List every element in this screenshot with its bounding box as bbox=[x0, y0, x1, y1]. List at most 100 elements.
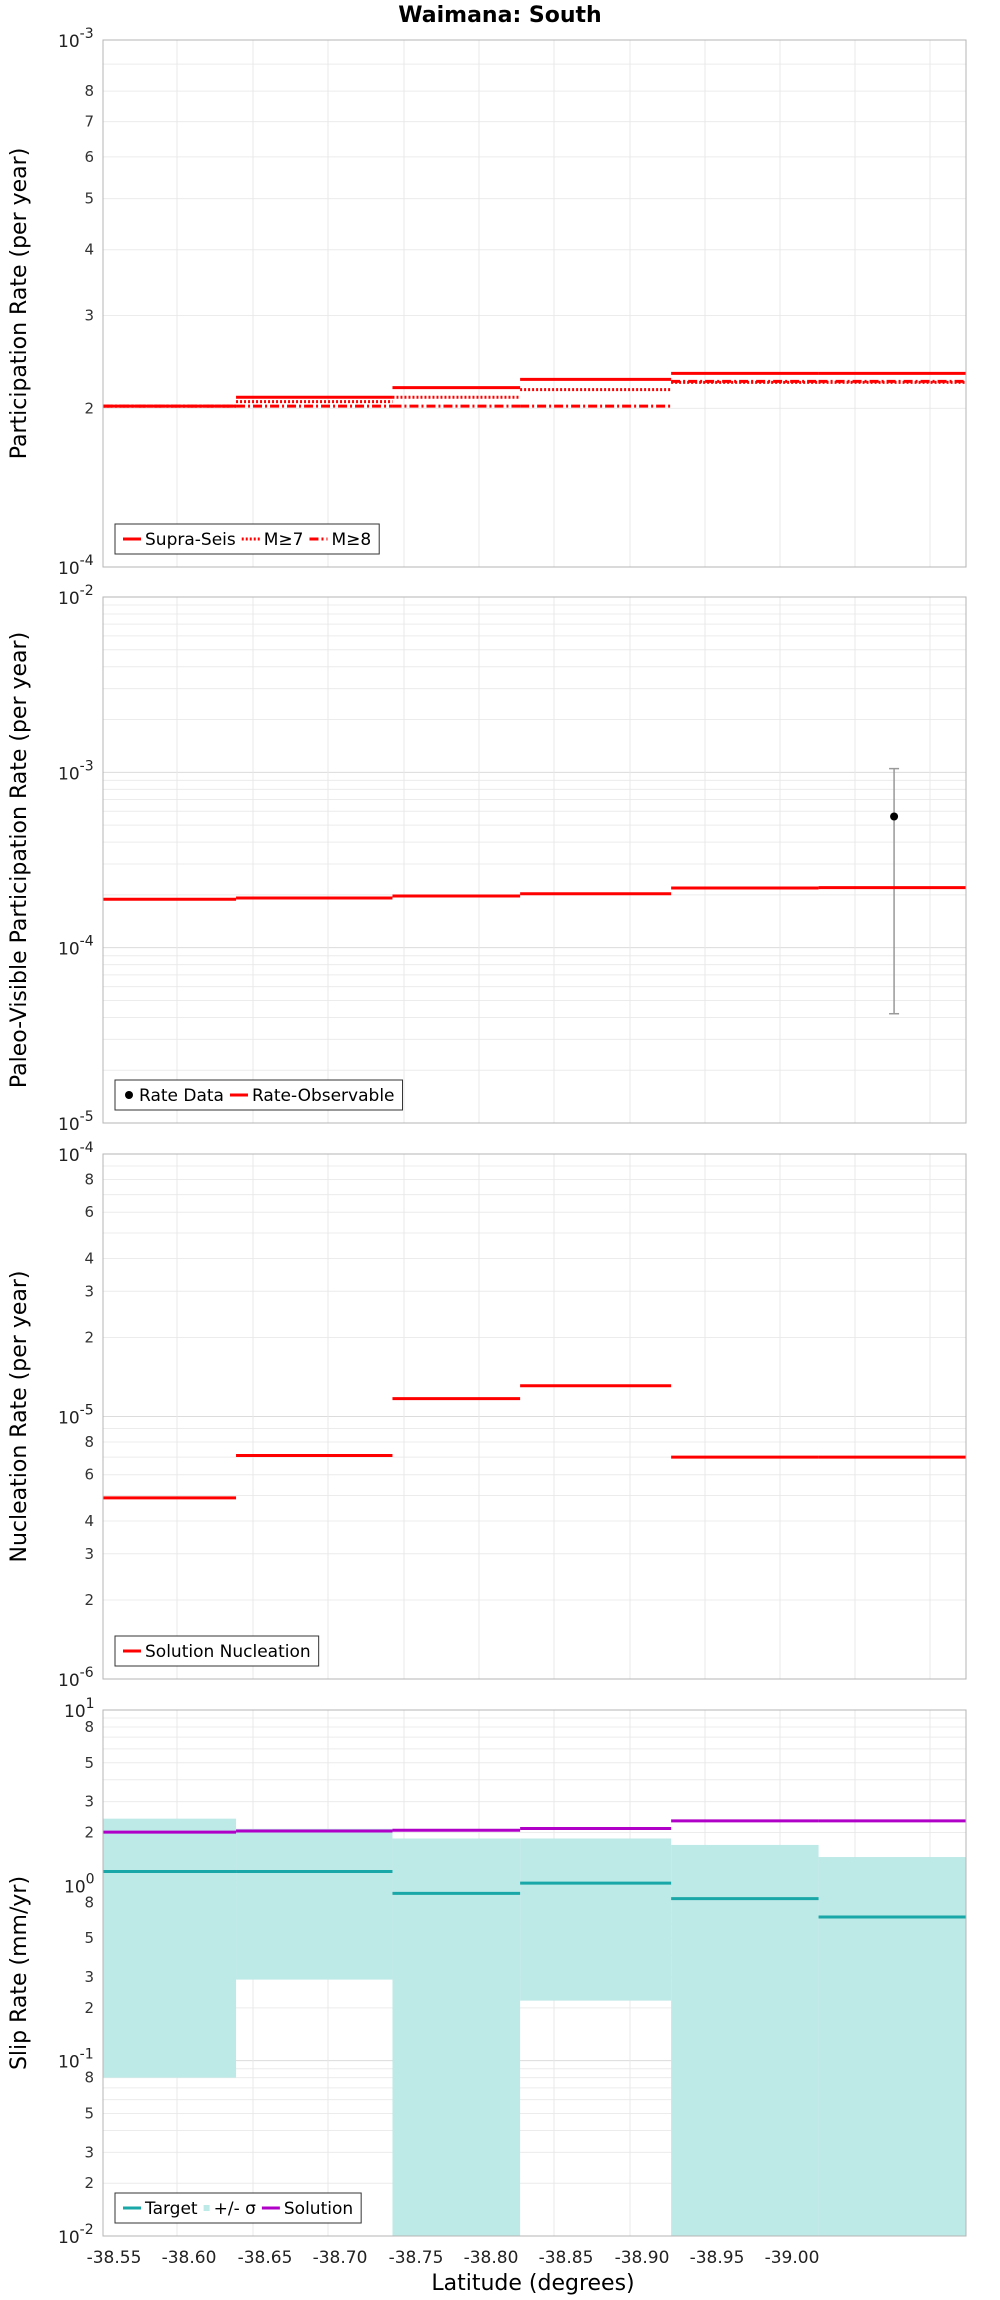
legend-label: Target bbox=[144, 2199, 198, 2219]
legend-item: M≥7 bbox=[241, 530, 304, 550]
legend-item: Solution bbox=[261, 2199, 353, 2219]
y-minor-tick-label: 2 bbox=[84, 2174, 94, 2192]
x-tick-label: -38.60 bbox=[162, 2248, 217, 2268]
y-axis-label: Slip Rate (mm/yr) bbox=[7, 1876, 32, 2070]
y-minor-tick-label: 3 bbox=[84, 2143, 94, 2161]
y-axis-label: Participation Rate (per year) bbox=[7, 148, 32, 460]
x-tick-label: -38.75 bbox=[389, 2248, 444, 2268]
panel-4: 101 100 10-1 10-2 2 3 5 8 2 3 5 8 2 3 5 8 Slip Rate (mm/… bbox=[7, 1696, 967, 2248]
legend-box bbox=[114, 2192, 362, 2224]
legend-label: Solution Nucleation bbox=[145, 1642, 311, 1662]
legend-item: Solution Nucleation bbox=[123, 1642, 311, 1662]
y-tick-label: 101 bbox=[64, 1696, 95, 1722]
y-minor-tick-label: 3 bbox=[84, 1793, 94, 1811]
y-tick-label: 10-5 bbox=[58, 1109, 94, 1135]
legend-box bbox=[114, 1635, 320, 1667]
y-tick-label: 10-2 bbox=[58, 583, 94, 609]
plot-border bbox=[102, 1153, 967, 1680]
legend-label: Solution bbox=[284, 2199, 353, 2219]
legend-swatch bbox=[125, 1091, 133, 1099]
x-tick-label: -38.80 bbox=[464, 2248, 519, 2268]
x-tick-label: -38.85 bbox=[539, 2248, 594, 2268]
y-minor-tick-label: 3 bbox=[84, 1545, 94, 1563]
chart-title: Waimana: South bbox=[398, 3, 601, 28]
y-minor-tick-label: 2 bbox=[84, 1999, 94, 2017]
legend-item: Target bbox=[123, 2199, 198, 2219]
x-axis-label: Latitude (degrees) bbox=[431, 2271, 634, 2296]
y-tick-label: 10-4 bbox=[58, 553, 94, 579]
y-minor-tick-label: 8 bbox=[84, 1718, 94, 1736]
y-minor-tick-label: 8 bbox=[84, 1170, 94, 1188]
plot-border bbox=[102, 1709, 967, 2237]
y-tick-label: 10-3 bbox=[58, 758, 94, 784]
legend-item: +/- σ bbox=[203, 2199, 257, 2219]
x-tick-label: -38.65 bbox=[238, 2248, 293, 2268]
y-tick-label: 100 bbox=[64, 1871, 95, 1897]
rate-data-point bbox=[890, 812, 899, 821]
sigma-band-segment bbox=[671, 1844, 819, 2236]
x-tick-label: -38.95 bbox=[690, 2248, 745, 2268]
sigma-band-segment bbox=[236, 1828, 393, 1980]
legend-item: M≥8 bbox=[309, 530, 371, 550]
y-minor-tick-label: 5 bbox=[84, 2104, 94, 2122]
x-tick-label: -38.55 bbox=[87, 2248, 142, 2268]
y-minor-tick-label: 7 bbox=[84, 113, 94, 131]
y-tick-label: 10-2 bbox=[58, 2222, 94, 2248]
y-tick-label: 10-6 bbox=[58, 1665, 94, 1691]
y-minor-tick-label: 6 bbox=[84, 1203, 94, 1221]
legend-label: Rate Data bbox=[139, 1086, 224, 1106]
sigma-band-segment bbox=[818, 1857, 966, 2236]
y-minor-tick-label: 4 bbox=[84, 1249, 94, 1267]
legend-label: Rate-Observable bbox=[252, 1086, 395, 1106]
y-minor-tick-label: 2 bbox=[84, 1328, 94, 1346]
y-axis-label: Nucleation Rate (per year) bbox=[7, 1271, 32, 1563]
plot-area bbox=[103, 597, 966, 1123]
legend: Target +/- σ Solution bbox=[114, 2192, 362, 2224]
sigma-band-segment bbox=[103, 1818, 237, 2078]
y-minor-tick-label: 3 bbox=[84, 1968, 94, 1986]
y-minor-tick-label: 6 bbox=[84, 148, 94, 166]
y-minor-tick-label: 2 bbox=[84, 1824, 94, 1842]
y-minor-tick-label: 5 bbox=[84, 1929, 94, 1947]
y-tick-label: 10-4 bbox=[58, 934, 94, 960]
y-axis-label: Paleo-Visible Participation Rate (per ye… bbox=[7, 632, 32, 1088]
y-minor-tick-label: 8 bbox=[84, 2069, 94, 2087]
y-minor-tick-label: 6 bbox=[84, 1466, 94, 1484]
y-minor-tick-label: 4 bbox=[84, 1512, 94, 1530]
legend-label: M≥7 bbox=[264, 530, 304, 550]
y-tick-label: 10-3 bbox=[58, 26, 94, 52]
x-tick-label: -38.90 bbox=[615, 2248, 670, 2268]
panel-2: 10-2 10-3 10-4 10-5 Paleo-Visible Participat… bbox=[7, 583, 967, 1135]
y-minor-tick-label: 5 bbox=[84, 190, 94, 208]
legend-label: +/- σ bbox=[214, 2199, 257, 2219]
plot-border bbox=[102, 39, 967, 568]
y-minor-tick-label: 3 bbox=[84, 307, 94, 325]
legend-item: Rate-Observable bbox=[229, 1086, 395, 1106]
y-minor-tick-label: 8 bbox=[84, 1433, 94, 1451]
sigma-band-segment bbox=[392, 1838, 521, 2236]
legend-label: M≥8 bbox=[331, 530, 371, 550]
legend-item: Supra-Seis bbox=[123, 530, 236, 550]
y-minor-tick-label: 8 bbox=[84, 82, 94, 100]
legend-box bbox=[114, 1079, 404, 1111]
legend: Supra-Seis M≥7 M≥8 bbox=[114, 523, 380, 555]
x-tick-label: -39.00 bbox=[765, 2248, 820, 2268]
y-minor-tick-label: 4 bbox=[84, 241, 94, 259]
legend: Rate Data Rate-Observable bbox=[114, 1079, 404, 1111]
panel-1: 10-3 10-4 2 3 4 5 6 7 8 Participation Rate (per y… bbox=[7, 26, 967, 579]
plot-border bbox=[102, 596, 967, 1124]
y-minor-tick-label: 2 bbox=[84, 399, 94, 417]
plot-area bbox=[103, 40, 966, 567]
legend-item: Rate Data bbox=[125, 1086, 224, 1106]
y-minor-tick-label: 3 bbox=[84, 1282, 94, 1300]
panel-3: 10-4 10-5 10-6 2 3 4 6 8 2 3 4 6 8 Nucleation Rate (p… bbox=[7, 1140, 967, 1691]
legend-label: Supra-Seis bbox=[145, 530, 236, 550]
y-tick-label: 10-5 bbox=[58, 1403, 94, 1429]
y-tick-label: 10-1 bbox=[58, 2047, 94, 2073]
y-minor-tick-label: 8 bbox=[84, 1893, 94, 1911]
sigma-band-segment bbox=[520, 1838, 672, 2001]
legend: Solution Nucleation bbox=[114, 1635, 320, 1667]
legend-swatch bbox=[203, 2205, 210, 2211]
x-tick-label: -38.70 bbox=[313, 2248, 368, 2268]
